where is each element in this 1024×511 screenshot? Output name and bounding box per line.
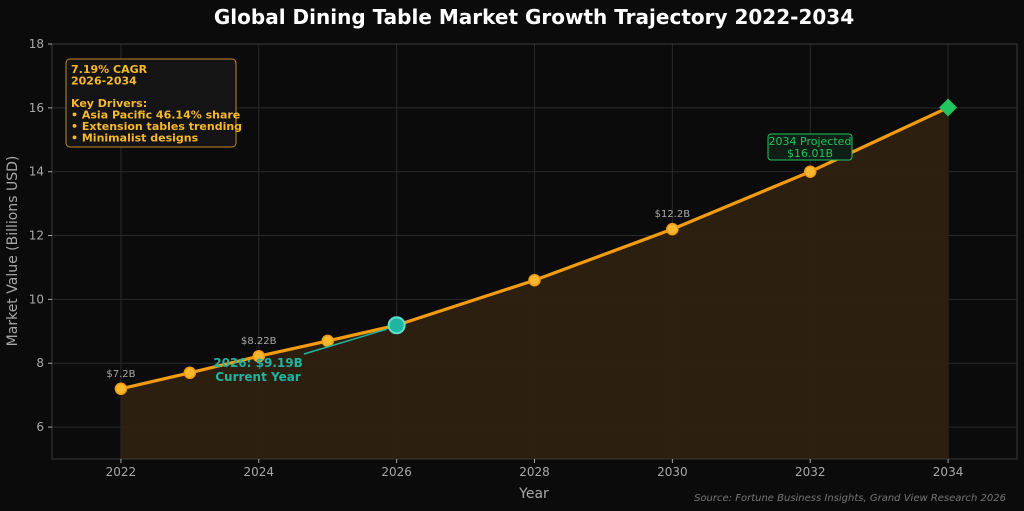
x-tick-label: 2028 [519,465,550,479]
data-point [528,273,541,287]
current-year-marker [387,316,406,335]
cagr-info-line: Key Drivers: [71,97,147,110]
x-axis-ticks: 2022 2024 2026 2028 2030 2032 2034 [106,459,964,479]
x-tick-label: 2026 [381,465,412,479]
data-point [183,366,197,380]
data-point [666,222,679,236]
y-axis-ticks: 6 8 10 12 14 16 18 [29,37,52,434]
data-point [321,334,334,348]
x-tick-label: 2034 [933,465,964,479]
x-axis-label: Year [518,486,549,502]
point-value-label: $7.2B [106,369,135,380]
y-axis-label: Market Value (Billions USD) [5,156,21,347]
cagr-info-line: 2026-2034 [71,74,137,87]
current-year-arrow [303,328,387,355]
x-tick-label: 2032 [795,465,826,479]
y-tick-label: 18 [29,37,44,51]
y-tick-label: 8 [36,356,44,370]
y-tick-label: 10 [29,292,44,306]
y-tick-label: 16 [29,101,44,115]
data-point [803,165,817,178]
data-point [114,382,128,396]
cagr-info-line: 7.19% CAGR [71,63,148,76]
cagr-info-box [65,58,237,148]
projected-marker [939,98,958,117]
point-labels: $7.2B $8.22B $12.2B [106,209,690,380]
cagr-info-line: • Asia Pacific 46.14% share [71,109,240,122]
projected-label: $16.01B [787,147,833,160]
y-tick-label: 12 [29,229,44,243]
point-value-label: $12.2B [655,209,691,220]
point-value-label: $8.22B [241,336,277,347]
projected-label-box [767,133,853,161]
y-tick-label: 6 [36,420,44,434]
current-year-label: 2026: $9.19B [213,356,302,370]
cagr-info-line: • Extension tables trending [71,120,242,133]
projected-label: 2034 Projected [769,135,852,148]
current-year-label: Current Year [215,370,301,384]
chart-title: Global Dining Table Market Growth Trajec… [214,5,854,29]
cagr-info-line: • Minimalist designs [71,131,199,144]
data-point [252,349,266,363]
source-note: Source: Fortune Business Insights, Grand… [694,493,1006,504]
y-tick-label: 14 [29,165,44,179]
data-markers [114,98,958,396]
x-tick-label: 2022 [106,465,137,479]
x-tick-label: 2030 [657,465,688,479]
x-tick-label: 2024 [244,465,275,479]
